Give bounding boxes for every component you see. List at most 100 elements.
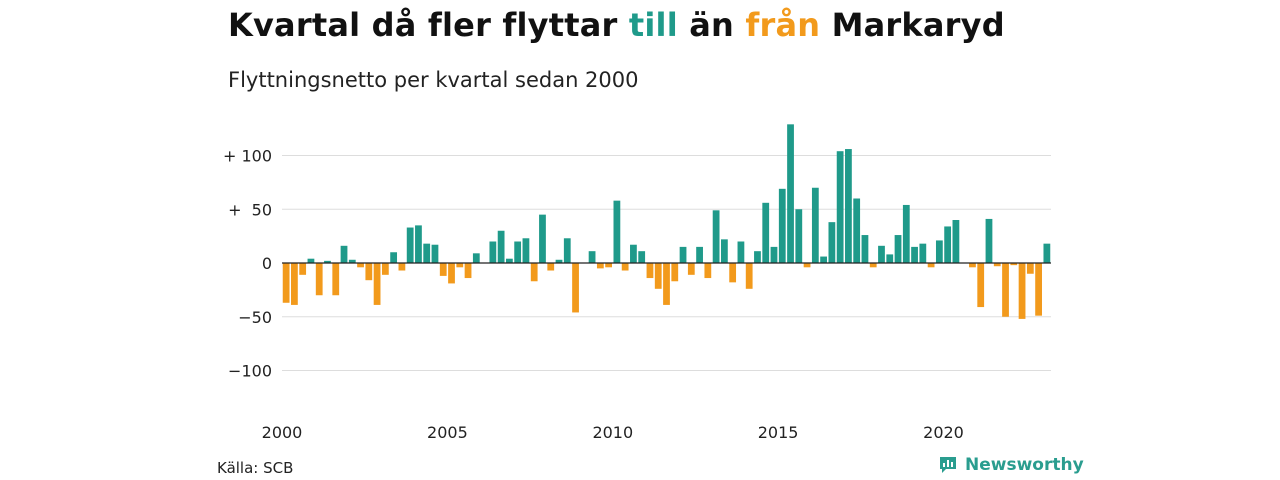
gridlines	[282, 155, 1051, 371]
bar-negative	[745, 263, 753, 289]
x-tick-label: 2010	[592, 423, 633, 442]
bar-negative	[530, 263, 538, 282]
bar-positive	[506, 258, 513, 263]
bar-positive	[778, 188, 786, 263]
bar-positive	[712, 210, 720, 263]
bar-positive	[770, 246, 778, 264]
x-tick-label: 2000	[262, 423, 303, 442]
bar-negative	[621, 263, 629, 271]
bar-positive	[737, 241, 745, 263]
title-part-1: Kvartal då fler flyttar	[228, 6, 629, 44]
bar-positive	[754, 251, 761, 263]
bar-negative	[357, 263, 364, 268]
source-note: Källa: SCB	[217, 459, 294, 477]
bar-positive	[390, 252, 398, 263]
bar-negative	[671, 263, 679, 282]
x-tick-label: 2020	[923, 423, 964, 442]
bar-negative	[605, 263, 613, 268]
bar-negative	[299, 263, 307, 275]
x-tick-label: 2015	[758, 423, 799, 442]
bar-positive	[307, 258, 315, 263]
bar-positive	[514, 241, 522, 263]
y-tick-label: −100	[228, 362, 272, 381]
bar-positive	[853, 198, 861, 263]
bar-positive	[588, 251, 596, 263]
bar-negative	[687, 263, 695, 275]
bar-positive	[539, 214, 546, 264]
bar-negative	[969, 263, 976, 268]
bar-positive	[795, 209, 803, 263]
bar-positive	[811, 187, 819, 263]
bar-negative	[448, 263, 455, 284]
bar-positive	[878, 245, 885, 263]
bar-positive	[919, 243, 927, 263]
title-word-fran: från	[745, 6, 821, 44]
bar-positive	[431, 244, 439, 263]
brand-name: Newsworthy	[965, 455, 1084, 475]
bar-positive	[679, 246, 687, 264]
bar-positive	[340, 245, 348, 263]
bar-negative	[729, 263, 737, 283]
bar-negative	[572, 263, 579, 313]
bar-positive	[787, 124, 794, 263]
y-tick-label: + 50	[228, 200, 272, 219]
bar-positive	[886, 254, 894, 263]
bar-positive	[497, 230, 505, 263]
bar-negative	[456, 263, 464, 268]
bar-positive	[696, 246, 703, 264]
bar-negative	[1018, 263, 1026, 319]
bar-negative	[654, 263, 662, 289]
chart-title: Kvartal då fler flyttar till än från Mar…	[228, 6, 1005, 44]
bar-positive	[630, 244, 637, 263]
bar-negative	[1010, 263, 1018, 266]
bar-negative	[547, 263, 555, 271]
bar-positive	[324, 260, 331, 263]
bars	[282, 124, 1051, 319]
chart-subtitle: Flyttningsnetto per kvartal sedan 2000	[228, 68, 639, 92]
bar-positive	[952, 220, 960, 263]
bar-positive	[911, 246, 918, 264]
axes: + 100 + 50 0 −50 −100 2000 2005 2010 2015 2020	[223, 147, 1051, 442]
bar-positive	[423, 243, 431, 263]
bar-negative	[315, 263, 323, 296]
bar-positive	[638, 251, 646, 263]
bar-negative	[1035, 263, 1042, 316]
bar-negative	[646, 263, 654, 279]
bar-positive	[820, 256, 827, 263]
title-part-5: Markaryd	[820, 6, 1005, 44]
bar-positive	[902, 204, 910, 263]
bar-positive	[762, 202, 770, 263]
bar-negative	[869, 263, 877, 268]
bar-negative	[596, 263, 604, 269]
y-tick-label: + 100	[223, 147, 272, 166]
bar-positive	[472, 253, 480, 263]
x-tick-label: 2005	[427, 423, 468, 442]
bar-positive	[894, 235, 902, 263]
bar-positive	[720, 239, 728, 263]
bar-positive	[1043, 243, 1051, 263]
bar-negative	[373, 263, 381, 305]
bar-positive	[563, 238, 571, 263]
bar-positive	[348, 259, 356, 263]
bar-negative	[439, 263, 447, 276]
bar-positive	[985, 218, 993, 263]
newsworthy-logo: Newsworthy	[938, 455, 1084, 475]
title-word-till: till	[628, 6, 678, 44]
bar-positive	[935, 240, 943, 263]
bar-negative	[663, 263, 670, 305]
bar-negative	[977, 263, 985, 308]
bar-negative	[291, 263, 298, 305]
bar-negative	[365, 263, 373, 281]
bar-positive	[522, 238, 530, 263]
bar-negative	[282, 263, 290, 303]
bar-negative	[332, 263, 340, 296]
bar-positive	[489, 241, 497, 263]
bar-negative	[803, 263, 811, 268]
bar-positive	[613, 200, 621, 263]
title-part-3: än	[677, 6, 746, 44]
bar-negative	[398, 263, 406, 271]
bar-negative	[927, 263, 935, 268]
bar-negative	[381, 263, 389, 275]
bar-negative	[464, 263, 472, 279]
bar-positive	[555, 259, 563, 263]
